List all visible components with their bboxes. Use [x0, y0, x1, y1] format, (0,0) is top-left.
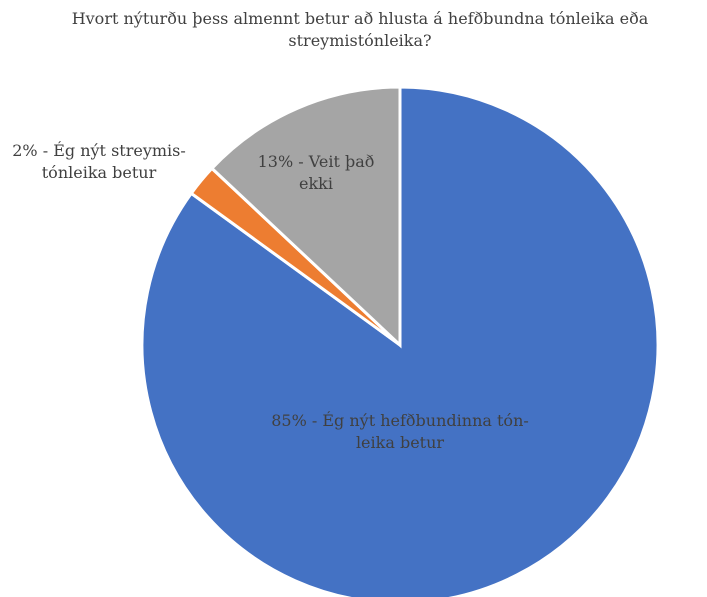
slice-label-streaming: 2% - Ég nýt streymis- tónleika betur [4, 140, 194, 184]
pie-slice-dont-know [209, 85, 402, 349]
chart-title-line-2: streymistónleika? [288, 31, 432, 50]
slice-label-streaming-line-2: tónleika betur [41, 163, 157, 182]
chart-title: Hvort nýturðu þess almennt betur að hlus… [60, 8, 660, 52]
slice-label-dont-know-line-2: ekki [299, 174, 333, 193]
chart-title-line-1: Hvort nýturðu þess almennt betur að hlus… [71, 9, 649, 28]
slice-label-dont-know-line-1: 13% - Veit það [257, 152, 375, 171]
slice-label-streaming-line-1: 2% - Ég nýt streymis- [12, 141, 186, 160]
slice-label-traditional-line-1: 85% - Ég nýt hefðbundinna tón- [271, 411, 529, 430]
slice-label-dont-know: 13% - Veit það ekki [256, 151, 376, 195]
slice-label-traditional: 85% - Ég nýt hefðbundinna tón- leika bet… [245, 410, 555, 454]
pie-slice-traditional [140, 85, 660, 597]
slice-label-traditional-line-2: leika betur [355, 433, 445, 452]
